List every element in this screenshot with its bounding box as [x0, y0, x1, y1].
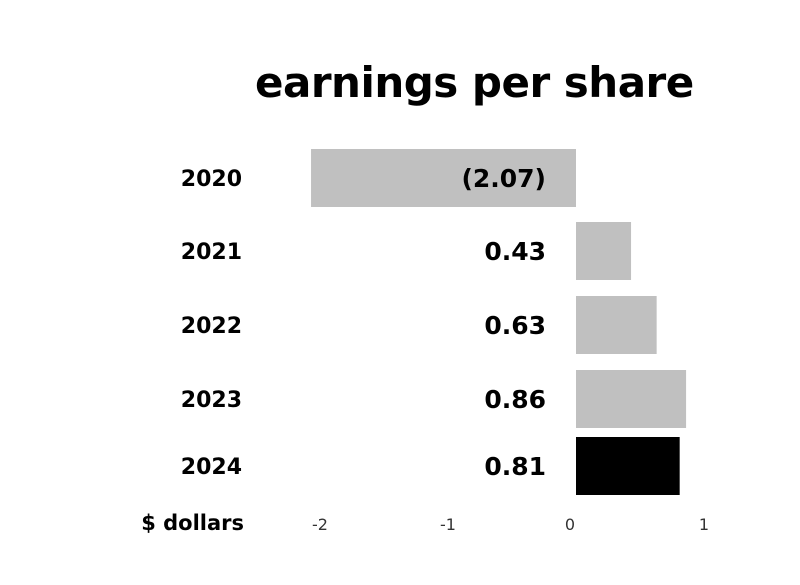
bar-2022 [576, 296, 657, 354]
chart-title: earnings per share [255, 58, 694, 107]
bar-2023 [576, 370, 687, 428]
x-tick-label: 1 [699, 515, 709, 534]
bar-2024 [576, 437, 680, 495]
value-label-2022: 0.63 [484, 311, 546, 340]
value-label-2020: (2.07) [461, 164, 546, 193]
bar-2021 [576, 222, 632, 280]
bars-layer [311, 149, 687, 495]
year-labels-layer: 2020 2021 2022 2023 2024 [181, 167, 242, 480]
x-tick-label: 0 [565, 515, 575, 534]
category-label-2021: 2021 [181, 240, 242, 265]
value-labels-layer: (2.07) 0.43 0.63 0.86 0.81 [461, 164, 546, 481]
category-label-2024: 2024 [181, 455, 242, 480]
category-label-2023: 2023 [181, 388, 242, 413]
value-label-2023: 0.86 [484, 385, 546, 414]
value-label-2021: 0.43 [484, 237, 546, 266]
x-axis-ticks: -2 -1 0 1 [312, 515, 709, 534]
x-tick-label: -1 [440, 515, 456, 534]
bar-2020 [311, 149, 576, 207]
x-axis-label: $ dollars [141, 511, 244, 535]
category-label-2022: 2022 [181, 314, 242, 339]
category-label-2020: 2020 [181, 167, 242, 192]
value-label-2024: 0.81 [484, 452, 546, 481]
x-tick-label: -2 [312, 515, 328, 534]
